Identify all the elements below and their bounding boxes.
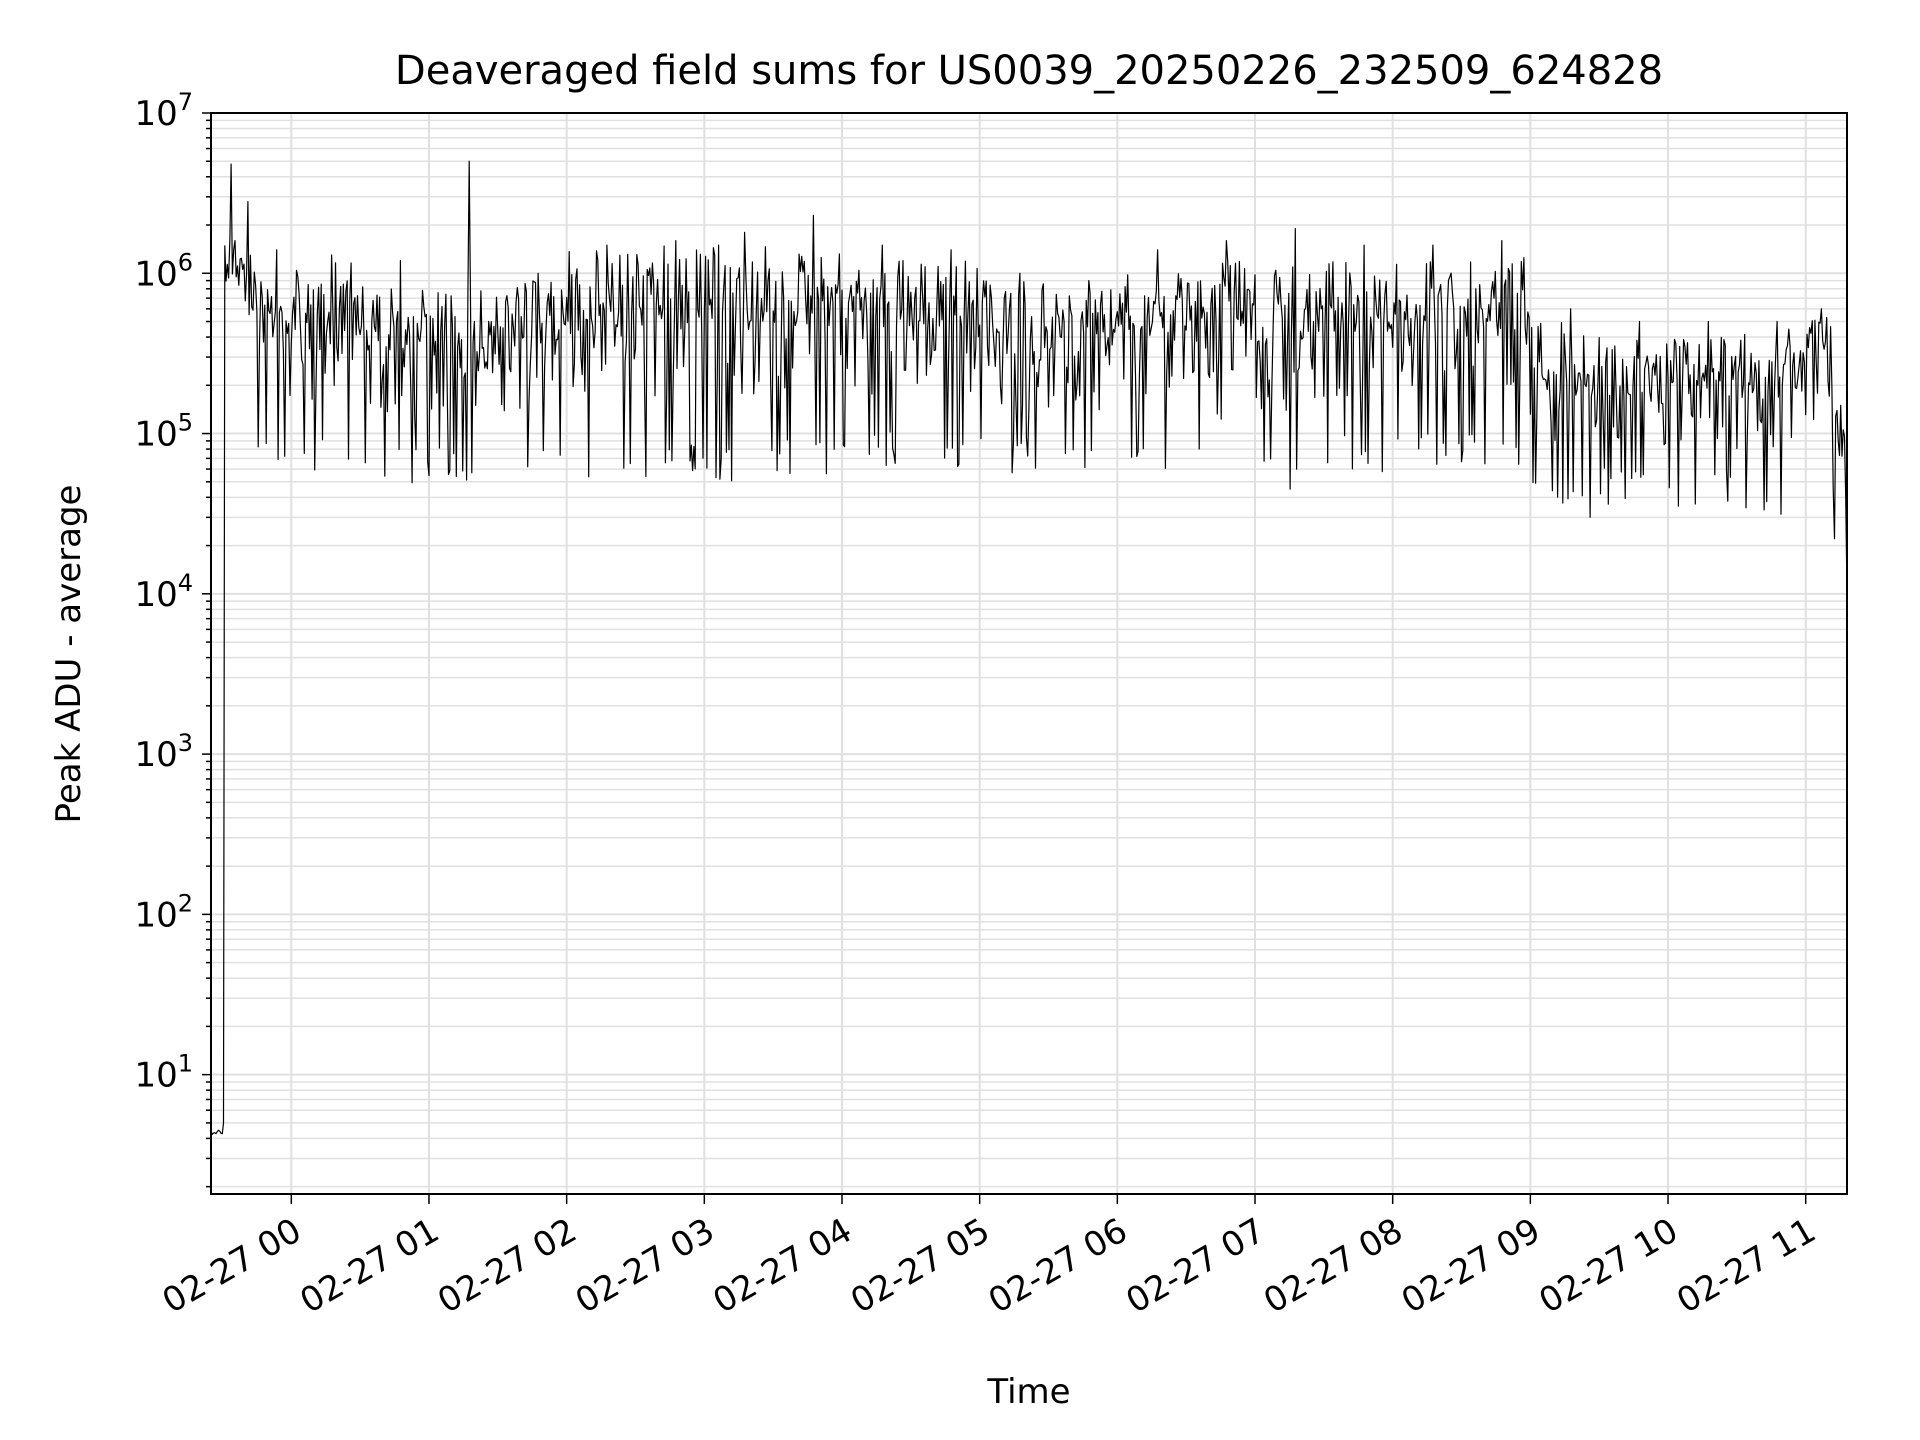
y-tick-label: 105 [134,409,193,455]
y-tick-label: 103 [134,729,193,775]
y-axis-label: Peak ADU - average [49,485,89,824]
series-line [210,160,1848,1135]
y-tick-label: 102 [134,889,193,935]
chart-title: Deaveraged field sums for US0039_2025022… [395,48,1663,94]
x-axis-label: Time [986,1372,1070,1412]
axes-frame [210,112,1848,1195]
y-tick-label: 101 [134,1050,193,1096]
y-tick-label: 104 [134,569,193,615]
ticks [202,112,1807,1204]
series-line-group [210,160,1848,1135]
y-tick-label: 106 [134,248,193,294]
grid [211,112,1847,1194]
y-tick-label: 107 [134,88,193,134]
